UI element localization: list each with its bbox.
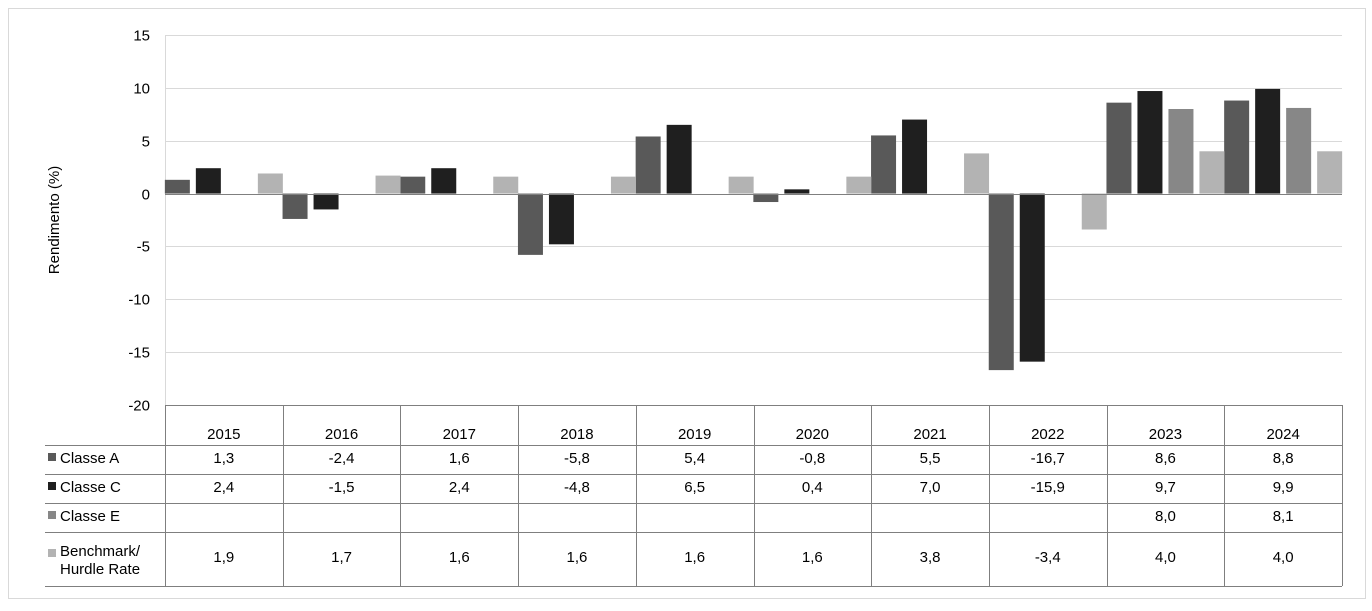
data-label: -1,5 bbox=[329, 479, 355, 496]
data-label: 1,9 bbox=[213, 549, 234, 566]
data-label: 8,0 bbox=[1155, 508, 1176, 525]
y-tick-label: 5 bbox=[142, 134, 150, 151]
data-label: 8,8 bbox=[1273, 450, 1294, 467]
data-label: 1,6 bbox=[684, 549, 705, 566]
bar bbox=[902, 119, 928, 194]
bar bbox=[431, 168, 457, 194]
bar bbox=[1168, 109, 1194, 194]
data-label: -0,8 bbox=[799, 450, 825, 467]
bar bbox=[1199, 151, 1225, 194]
data-label: 9,7 bbox=[1155, 479, 1176, 496]
x-tick-label: 2018 bbox=[560, 426, 593, 443]
bar bbox=[846, 176, 872, 194]
bar bbox=[493, 176, 519, 194]
legend-label-line: Benchmark/ bbox=[60, 543, 141, 560]
data-label: 0,4 bbox=[802, 479, 823, 496]
legend-label-line: Hurdle Rate bbox=[60, 561, 140, 578]
bar bbox=[1317, 151, 1343, 194]
bar bbox=[666, 124, 692, 194]
x-tick-label: 2023 bbox=[1149, 426, 1182, 443]
data-label: 4,0 bbox=[1155, 549, 1176, 566]
data-label: -5,8 bbox=[564, 450, 590, 467]
legend-key bbox=[48, 511, 56, 519]
data-label: -16,7 bbox=[1031, 450, 1065, 467]
data-label: 5,5 bbox=[920, 450, 941, 467]
data-label: 3,8 bbox=[920, 549, 941, 566]
bar bbox=[610, 176, 636, 194]
bar bbox=[257, 173, 283, 194]
bar bbox=[282, 193, 308, 219]
bar bbox=[517, 193, 543, 255]
bar bbox=[313, 193, 339, 210]
data-label: 6,5 bbox=[684, 479, 705, 496]
bar bbox=[988, 193, 1014, 371]
legend-label: Benchmark/Hurdle Rate bbox=[60, 543, 141, 578]
bar bbox=[1019, 193, 1045, 362]
data-label: 8,6 bbox=[1155, 450, 1176, 467]
data-label: 4,0 bbox=[1273, 549, 1294, 566]
data-label: 5,4 bbox=[684, 450, 705, 467]
x-tick-label: 2017 bbox=[443, 426, 476, 443]
data-label: -15,9 bbox=[1031, 479, 1065, 496]
y-tick-label: 15 bbox=[133, 28, 150, 45]
x-tick-label: 2019 bbox=[678, 426, 711, 443]
data-label: -2,4 bbox=[329, 450, 355, 467]
bar bbox=[1224, 100, 1250, 194]
legend-label: Classe E bbox=[60, 508, 120, 525]
data-label: 2,4 bbox=[213, 479, 234, 496]
x-tick-label: 2020 bbox=[796, 426, 829, 443]
data-label: 1,6 bbox=[449, 549, 470, 566]
bar bbox=[1106, 102, 1132, 194]
data-label: -4,8 bbox=[564, 479, 590, 496]
y-tick-label: -5 bbox=[137, 239, 150, 256]
bar bbox=[1255, 88, 1281, 194]
x-tick-label: 2022 bbox=[1031, 426, 1064, 443]
data-label: 1,6 bbox=[449, 450, 470, 467]
bar bbox=[1081, 193, 1107, 230]
x-tick-label: 2021 bbox=[913, 426, 946, 443]
bar bbox=[548, 193, 574, 245]
bar bbox=[1286, 107, 1312, 194]
data-label: 1,6 bbox=[802, 549, 823, 566]
bar bbox=[964, 153, 990, 194]
y-axis-title: Rendimento (%) bbox=[46, 166, 63, 274]
data-label: 2,4 bbox=[449, 479, 470, 496]
bar bbox=[375, 175, 401, 194]
bar bbox=[164, 179, 190, 194]
data-label: 7,0 bbox=[920, 479, 941, 496]
legend-label: Classe A bbox=[60, 450, 119, 467]
bar bbox=[400, 176, 426, 194]
legend-key bbox=[48, 453, 56, 461]
bar bbox=[784, 189, 810, 194]
x-tick-label: 2015 bbox=[207, 426, 240, 443]
bar bbox=[728, 176, 754, 194]
y-tick-label: -10 bbox=[128, 292, 150, 309]
data-label: 1,6 bbox=[567, 549, 588, 566]
data-label: 1,7 bbox=[331, 549, 352, 566]
x-tick-label: 2024 bbox=[1266, 426, 1299, 443]
legend-key bbox=[48, 549, 56, 557]
data-label: 8,1 bbox=[1273, 508, 1294, 525]
bar bbox=[635, 136, 661, 194]
x-tick-label: 2016 bbox=[325, 426, 358, 443]
bar bbox=[195, 168, 221, 194]
data-label: -3,4 bbox=[1035, 549, 1061, 566]
bar bbox=[1137, 91, 1163, 194]
y-tick-label: 0 bbox=[142, 187, 150, 204]
y-tick-label: 10 bbox=[133, 81, 150, 98]
data-label: 1,3 bbox=[213, 450, 234, 467]
bar bbox=[871, 135, 897, 194]
legend-label: Classe C bbox=[60, 479, 121, 496]
data-label: 9,9 bbox=[1273, 479, 1294, 496]
bar bbox=[753, 193, 779, 203]
legend-key bbox=[48, 482, 56, 490]
y-tick-label: -20 bbox=[128, 398, 150, 415]
y-tick-label: -15 bbox=[128, 345, 150, 362]
